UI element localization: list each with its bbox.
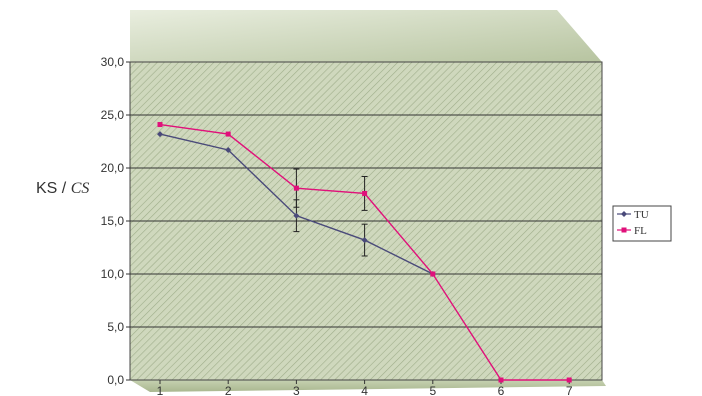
legend: TU FL <box>612 205 672 242</box>
floor <box>130 380 606 392</box>
data-point-fl <box>293 185 299 191</box>
data-point-tu <box>293 212 300 219</box>
series-tu <box>157 131 436 277</box>
x-tick-label: 6 <box>498 384 505 396</box>
y-tick-label: 20,0 <box>101 161 125 175</box>
x-tick-label: 7 <box>566 384 573 396</box>
y-axis-label: KS / CS <box>36 180 89 197</box>
data-point-fl <box>430 271 436 277</box>
data-point-fl <box>157 122 163 128</box>
series-fl <box>157 122 572 383</box>
y-tick-label: 25,0 <box>101 108 125 122</box>
y-tick-label: 30,0 <box>101 55 125 69</box>
chart-3d-walls <box>130 10 606 392</box>
legend-fl-marker <box>621 227 627 233</box>
gridlines <box>130 114 602 328</box>
data-point-fl <box>498 377 504 383</box>
series-layer <box>157 122 572 383</box>
data-point-fl <box>566 377 572 383</box>
y-axis-ticks: 0,0 5,0 10,0 15,0 20,0 25,0 30,0 <box>101 55 130 387</box>
x-tick-label: 4 <box>361 384 368 396</box>
legend-tu-marker <box>621 211 627 217</box>
data-point-tu <box>361 237 368 244</box>
y-tick-label: 0,0 <box>107 373 124 387</box>
data-point-fl <box>362 190 368 196</box>
legend-fl-label: FL <box>634 225 647 237</box>
y-tick-label: 15,0 <box>101 214 125 228</box>
x-tick-label: 2 <box>225 384 232 396</box>
back-wall <box>130 10 602 62</box>
legend-tu-label: TU <box>634 209 649 221</box>
x-tick-label: 5 <box>429 384 436 396</box>
data-point-tu <box>225 146 232 153</box>
legend-box <box>612 205 672 242</box>
x-tick-label: 1 <box>157 384 164 396</box>
y-tick-label: 10,0 <box>101 267 125 281</box>
data-point-tu <box>157 131 163 138</box>
data-point-fl <box>225 131 231 137</box>
y-tick-label: 5,0 <box>107 320 124 334</box>
x-tick-label: 3 <box>293 384 300 396</box>
